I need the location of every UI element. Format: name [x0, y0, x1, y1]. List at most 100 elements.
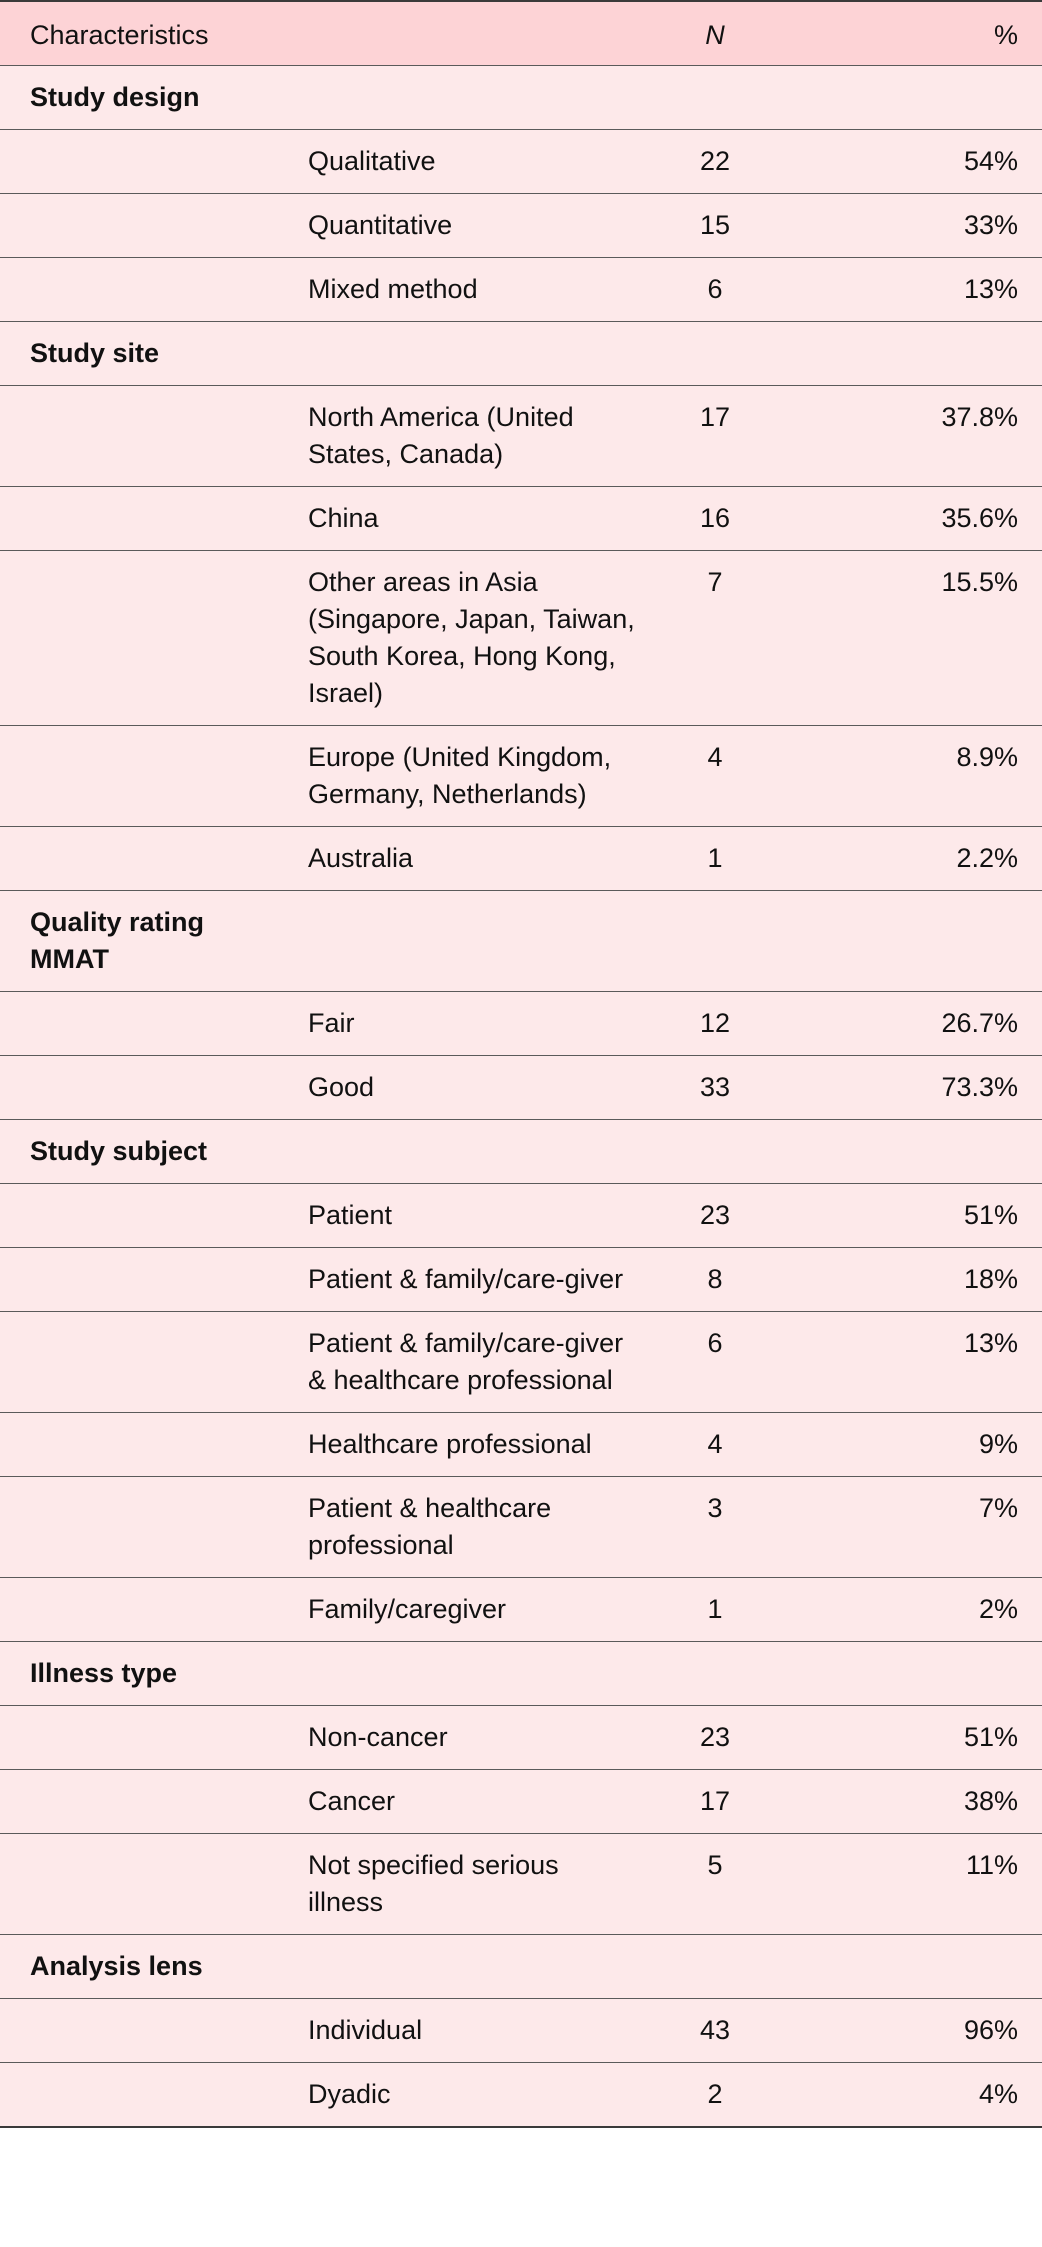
empty-cell	[280, 65, 640, 130]
header-row: Characteristics N %	[0, 1, 1042, 66]
row-label: Mixed method	[280, 257, 640, 322]
empty-cell	[0, 1183, 280, 1248]
table-row: Quantitative 15 33%	[0, 193, 1042, 258]
row-percent: 96%	[790, 1998, 1042, 2063]
empty-cell	[280, 1119, 640, 1184]
row-label: Individual	[280, 1998, 640, 2063]
row-count: 4	[640, 725, 790, 827]
empty-cell	[0, 725, 280, 827]
empty-cell	[0, 1705, 280, 1770]
category-title: Analysis lens	[0, 1934, 280, 1999]
row-label: Patient & healthcare professional	[280, 1476, 640, 1578]
empty-cell	[0, 1769, 280, 1834]
category-row: Quality rating MMAT	[0, 890, 1042, 992]
header-characteristics: Characteristics	[0, 1, 280, 66]
empty-cell	[640, 65, 790, 130]
row-count: 22	[640, 129, 790, 194]
row-label: Fair	[280, 991, 640, 1056]
empty-cell	[0, 129, 280, 194]
row-label: Quantitative	[280, 193, 640, 258]
row-count: 17	[640, 385, 790, 487]
row-label: Family/caregiver	[280, 1577, 640, 1642]
row-count: 23	[640, 1183, 790, 1248]
row-count: 6	[640, 257, 790, 322]
empty-cell	[790, 321, 1042, 386]
empty-cell	[0, 826, 280, 891]
row-count: 8	[640, 1247, 790, 1312]
table-row: Patient & family/care-giver & healthcare…	[0, 1311, 1042, 1413]
table-header: Characteristics N %	[0, 1, 1042, 66]
table-row: Other areas in Asia (Singapore, Japan, T…	[0, 550, 1042, 726]
header-percent: %	[790, 1, 1042, 66]
empty-cell	[0, 193, 280, 258]
row-count: 23	[640, 1705, 790, 1770]
table-row: China 16 35.6%	[0, 486, 1042, 551]
table-row: Australia 1 2.2%	[0, 826, 1042, 891]
empty-cell	[640, 890, 790, 992]
row-percent: 51%	[790, 1183, 1042, 1248]
category-row: Illness type	[0, 1641, 1042, 1706]
table-row: Patient & family/care-giver 8 18%	[0, 1247, 1042, 1312]
empty-cell	[0, 2062, 280, 2128]
empty-cell	[0, 486, 280, 551]
table-row: Fair 12 26.7%	[0, 991, 1042, 1056]
empty-cell	[790, 1641, 1042, 1706]
row-label: Australia	[280, 826, 640, 891]
empty-cell	[640, 1934, 790, 1999]
table-row: Good 33 73.3%	[0, 1055, 1042, 1120]
category-row: Study site	[0, 321, 1042, 386]
row-label: Patient & family/care-giver	[280, 1247, 640, 1312]
row-percent: 13%	[790, 257, 1042, 322]
row-percent: 7%	[790, 1476, 1042, 1578]
row-percent: 33%	[790, 193, 1042, 258]
row-percent: 54%	[790, 129, 1042, 194]
empty-cell	[0, 550, 280, 726]
characteristics-table: Characteristics N % Study design Qualitat…	[0, 0, 1042, 2128]
empty-cell	[0, 1833, 280, 1935]
row-percent: 37.8%	[790, 385, 1042, 487]
empty-cell	[640, 1641, 790, 1706]
row-count: 17	[640, 1769, 790, 1834]
table-row: Patient 23 51%	[0, 1183, 1042, 1248]
row-percent: 35.6%	[790, 486, 1042, 551]
row-count: 7	[640, 550, 790, 726]
row-percent: 18%	[790, 1247, 1042, 1312]
row-percent: 2%	[790, 1577, 1042, 1642]
row-percent: 9%	[790, 1412, 1042, 1477]
row-count: 1	[640, 826, 790, 891]
table-row: Family/caregiver 1 2%	[0, 1577, 1042, 1642]
table-row: Not specified serious illness 5 11%	[0, 1833, 1042, 1935]
row-label: China	[280, 486, 640, 551]
empty-cell	[280, 890, 640, 992]
empty-cell	[280, 1934, 640, 1999]
row-percent: 11%	[790, 1833, 1042, 1935]
empty-cell	[0, 991, 280, 1056]
category-title: Illness type	[0, 1641, 280, 1706]
table-row: Individual 43 96%	[0, 1998, 1042, 2063]
empty-cell	[0, 1998, 280, 2063]
row-label: Not specified serious illness	[280, 1833, 640, 1935]
table-row: Qualitative 22 54%	[0, 129, 1042, 194]
table-row: North America (United States, Canada) 17 3…	[0, 385, 1042, 487]
header-spacer	[280, 1, 640, 66]
empty-cell	[0, 1055, 280, 1120]
category-row: Study design	[0, 65, 1042, 130]
row-count: 33	[640, 1055, 790, 1120]
empty-cell	[0, 1311, 280, 1413]
empty-cell	[790, 890, 1042, 992]
category-title: Study site	[0, 321, 280, 386]
empty-cell	[0, 1577, 280, 1642]
row-count: 1	[640, 1577, 790, 1642]
empty-cell	[280, 321, 640, 386]
table-row: Europe (United Kingdom, Germany, Netherl…	[0, 725, 1042, 827]
category-title: Quality rating MMAT	[0, 890, 280, 992]
empty-cell	[790, 65, 1042, 130]
empty-cell	[0, 257, 280, 322]
row-percent: 51%	[790, 1705, 1042, 1770]
row-label: Non-cancer	[280, 1705, 640, 1770]
row-percent: 73.3%	[790, 1055, 1042, 1120]
empty-cell	[790, 1119, 1042, 1184]
category-title: Study design	[0, 65, 280, 130]
row-label: Other areas in Asia (Singapore, Japan, T…	[280, 550, 640, 726]
row-count: 43	[640, 1998, 790, 2063]
